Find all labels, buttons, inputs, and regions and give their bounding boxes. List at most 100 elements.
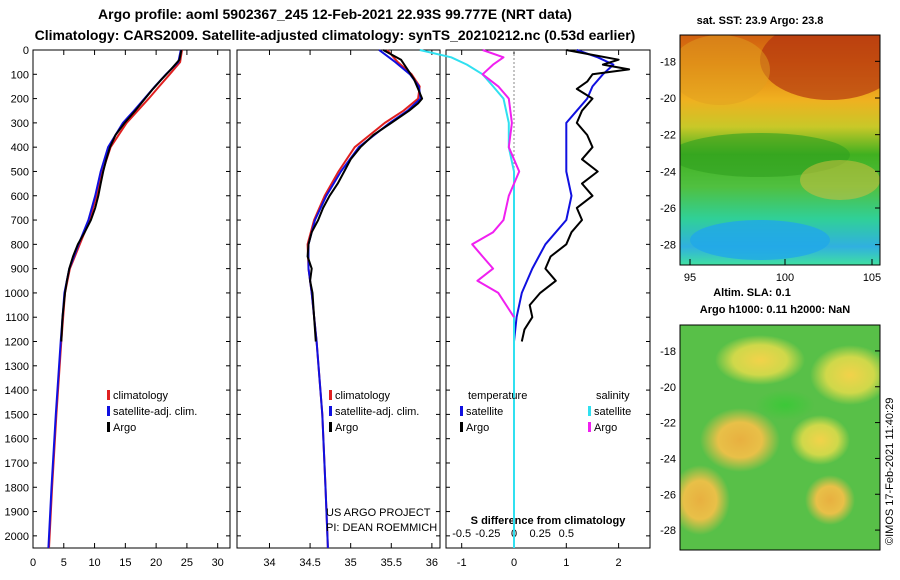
legend-header: salinity	[596, 390, 630, 402]
legend-swatch	[329, 390, 332, 400]
x-tick-label: 10	[88, 557, 100, 569]
map-y-tick-label: -24	[660, 166, 676, 178]
y-tick-label: 2000	[5, 531, 29, 543]
x-tick-label: 1	[563, 557, 569, 569]
map-y-tick-label: -28	[660, 240, 676, 252]
sst-patch	[680, 133, 850, 177]
y-tick-label: 1500	[5, 409, 29, 421]
y-tick-label: 800	[11, 239, 29, 251]
x-tick-label: 35.5	[381, 557, 402, 569]
s-scale-label: 0.25	[529, 528, 550, 540]
map-x-tick-label: 105	[863, 272, 881, 284]
s-scale-label: -0.5	[452, 528, 471, 540]
legend-label: Argo	[594, 422, 617, 434]
legend-swatch	[329, 422, 332, 432]
sst-map-frame	[679, 34, 881, 266]
x-tick-label: 35	[345, 557, 357, 569]
panel-temperature: 0100200300400500600700800900100011001200…	[5, 45, 231, 569]
s-scale-label: 0.5	[559, 528, 574, 540]
map-y-tick-label: -22	[660, 130, 676, 142]
series-line-salinity-argo	[471, 49, 521, 318]
sst-patch	[800, 160, 880, 200]
legend-label: Argo	[466, 422, 489, 434]
y-tick-label: 0	[23, 45, 29, 57]
y-tick-label: 200	[11, 94, 29, 106]
y-tick-label: 600	[11, 191, 29, 203]
x-tick-label: 2	[616, 557, 622, 569]
x-tick-label: 36	[426, 557, 438, 569]
map-y-tick-label: -26	[660, 203, 676, 215]
chart-title-line1: Argo profile: aoml 5902367_245 12-Feb-20…	[98, 6, 572, 22]
map-x-tick-label: 100	[776, 272, 794, 284]
y-tick-label: 1600	[5, 434, 29, 446]
map-y-tick-label: -20	[660, 382, 676, 394]
difference-title: S difference from climatology	[471, 515, 627, 527]
sst-map-axes: -18 -20 -22 -24 -26 -28 95 100 105	[660, 56, 881, 284]
sla-patch	[700, 408, 780, 472]
sla-map-title-1: Altim. SLA: 0.1	[713, 287, 791, 299]
y-tick-label: 400	[11, 142, 29, 154]
y-tick-label: 1200	[5, 337, 29, 349]
y-tick-label: 500	[11, 166, 29, 178]
y-tick-label: 1700	[5, 458, 29, 470]
x-tick-label: 15	[119, 557, 131, 569]
legend-swatch	[107, 406, 110, 416]
credit-project: US ARGO PROJECT	[326, 507, 431, 519]
map-x-tick-label: 95	[684, 272, 696, 284]
legend-swatch	[107, 390, 110, 400]
sst-cold-patch	[690, 220, 830, 260]
sst-map: sat. SST: 23.9 Argo: 23.8 -18 -20 -22 -24 -2…	[660, 15, 881, 284]
legend-label: Argo	[335, 422, 358, 434]
series-line-salinity-satellite	[419, 49, 515, 548]
panel-salinity: 34 34.5 35 35.5 36 climatology satellite-adj. …	[236, 49, 441, 569]
legend-header: temperature	[468, 390, 527, 402]
sst-patch	[680, 35, 770, 105]
series-line-argo	[60, 49, 183, 342]
y-tick-label: 1100	[5, 312, 29, 324]
map-y-tick-label: -28	[660, 525, 676, 537]
series-line-argo	[306, 49, 424, 342]
series-line-temperature-satellite	[513, 49, 615, 548]
map-y-tick-label: -20	[660, 93, 676, 105]
legend-label: climatology	[113, 390, 169, 402]
map-y-tick-label: -22	[660, 418, 676, 430]
legend-label: satellite-adj. clim.	[335, 406, 419, 418]
sla-patch	[810, 345, 880, 405]
legend-label: satellite	[594, 406, 631, 418]
x-tick-label: 0	[511, 557, 517, 569]
y-tick-label: 1000	[5, 288, 29, 300]
s-scale-label: -0.25	[475, 528, 500, 540]
y-tick-label: 100	[11, 69, 29, 81]
legend-swatch	[460, 406, 463, 416]
sla-patch	[790, 415, 850, 465]
watermark: ©IMOS 17-Feb-2021 11:40:29	[884, 398, 896, 545]
series-line-satellite-adj-clim-	[307, 49, 422, 549]
map-y-tick-label: -18	[660, 346, 676, 358]
plot-frame	[445, 49, 651, 549]
y-tick-label: 1900	[5, 507, 29, 519]
map-y-tick-label: -24	[660, 453, 676, 465]
sla-patch	[805, 475, 855, 525]
map-y-tick-label: -26	[660, 489, 676, 501]
y-tick-label: 900	[11, 264, 29, 276]
y-tick-label: 1800	[5, 482, 29, 494]
plot-frame	[236, 49, 441, 549]
legend-label: Argo	[113, 422, 136, 434]
x-tick-label: 0	[30, 557, 36, 569]
y-tick-label: 1300	[5, 361, 29, 373]
sla-map: Altim. SLA: 0.1 Argo h1000: 0.11 h2000: …	[660, 287, 881, 551]
plot-frame	[32, 49, 231, 549]
x-tick-label: 25	[181, 557, 193, 569]
series-line-climatology	[48, 49, 183, 549]
sst-warm-patch	[760, 35, 880, 100]
legend-label: satellite-adj. clim.	[113, 406, 197, 418]
sla-patch	[680, 465, 730, 535]
x-tick-label: 30	[212, 557, 224, 569]
chart-title-line2: Climatology: CARS2009. Satellite-adjuste…	[34, 27, 636, 43]
y-tick-label: 1400	[5, 385, 29, 397]
legend-swatch	[588, 406, 591, 416]
legend-swatch	[329, 406, 332, 416]
sla-patch	[715, 335, 805, 385]
x-tick-label: 5	[61, 557, 67, 569]
